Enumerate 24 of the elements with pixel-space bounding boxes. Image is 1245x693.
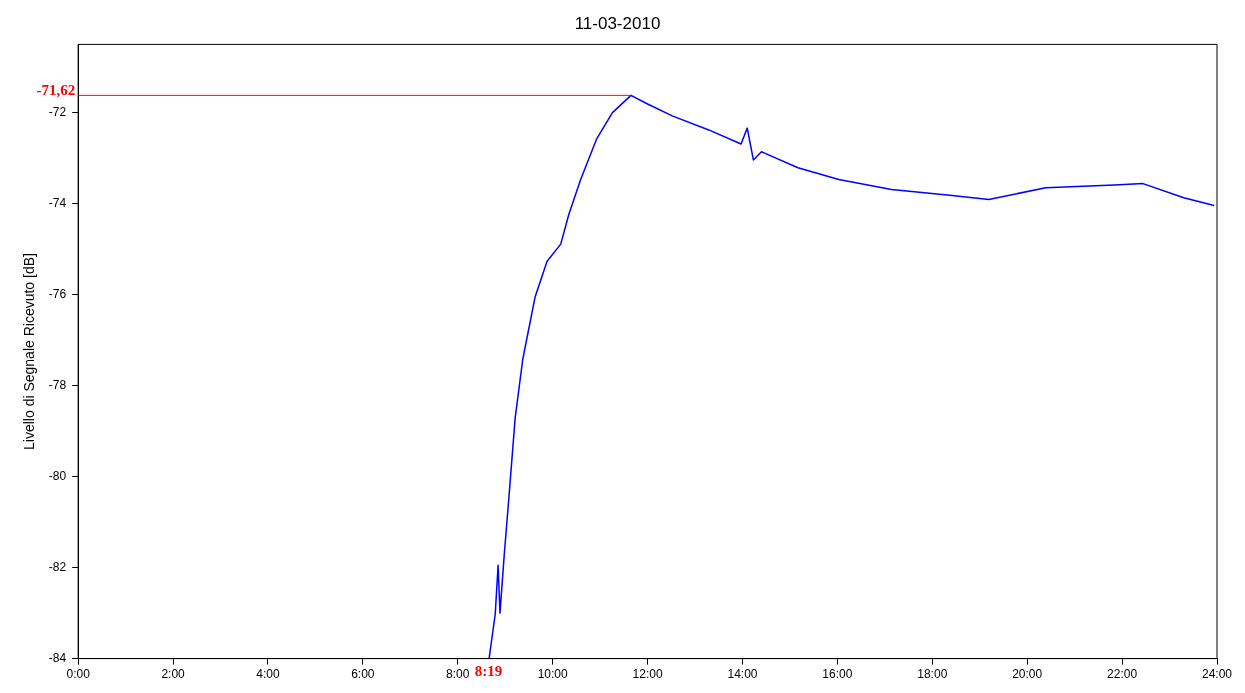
y-tick-label: -72 [48, 104, 67, 119]
y-tick-label: -80 [48, 468, 67, 483]
y-tick-label: -74 [48, 195, 67, 210]
y-tick-label: -82 [48, 559, 67, 574]
x-tick-label: 2:00 [161, 667, 186, 682]
x-tick-label: 14:00 [727, 667, 758, 682]
ref-line-label: -71,62 [36, 82, 76, 99]
y-tick-label: -84 [48, 650, 67, 665]
x-tick-label: 12:00 [632, 667, 663, 682]
x-tick-label: 20:00 [1012, 667, 1043, 682]
x-tick-label: 18:00 [917, 667, 948, 682]
chart-title: 11-03-2010 [574, 13, 661, 33]
y-tick-label: -78 [48, 377, 67, 392]
x-tick-label: 8:00 [446, 667, 470, 682]
annotation: 8:19 [474, 662, 503, 679]
x-tick-label: 6:00 [351, 667, 375, 682]
x-tick-label: 0:00 [66, 667, 91, 682]
y-axis-title: Livello di Segnale Ricevuto [dB] [21, 253, 38, 450]
y-tick-label: -76 [48, 286, 67, 301]
x-tick-label: 10:00 [537, 667, 569, 682]
x-tick-label: 22:00 [1107, 667, 1138, 682]
x-tick-label: 4:00 [256, 667, 280, 682]
x-tick-label: 24:00 [1201, 667, 1233, 682]
x-tick-label: 16:00 [822, 667, 853, 682]
